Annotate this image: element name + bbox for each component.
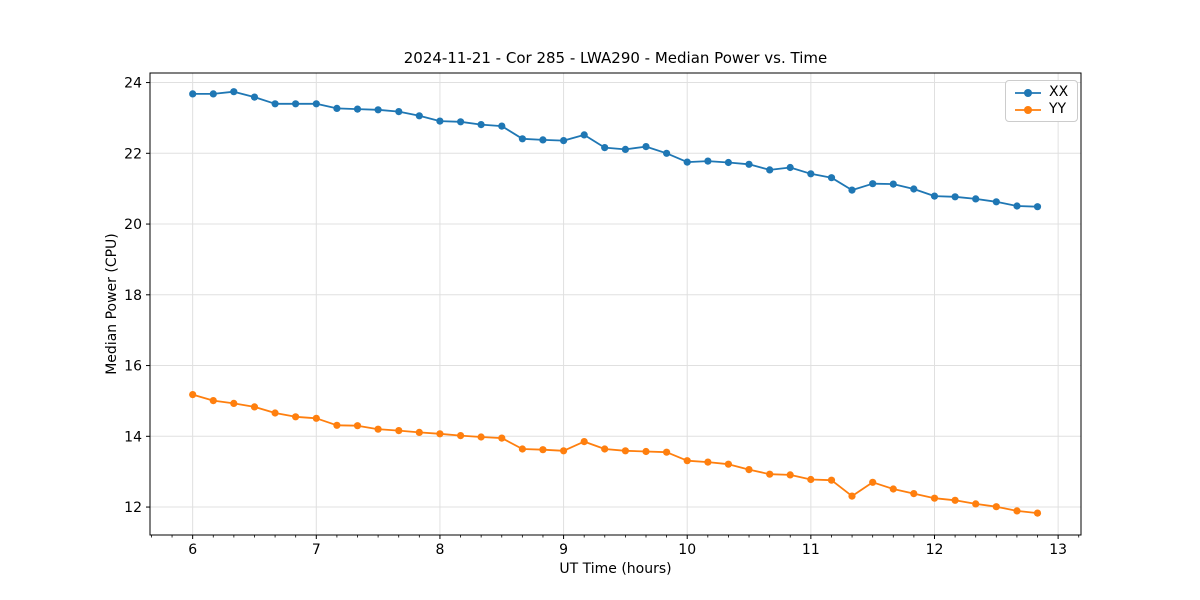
svg-text:12: 12 bbox=[124, 500, 142, 516]
x-axis-label: UT Time (hours) bbox=[559, 561, 672, 577]
svg-text:22: 22 bbox=[124, 146, 142, 162]
svg-text:16: 16 bbox=[124, 359, 142, 375]
svg-text:8: 8 bbox=[435, 542, 444, 558]
svg-text:14: 14 bbox=[124, 429, 142, 445]
svg-text:24: 24 bbox=[124, 76, 142, 92]
svg-text:18: 18 bbox=[124, 288, 142, 304]
svg-text:11: 11 bbox=[802, 542, 820, 558]
svg-text:13: 13 bbox=[1049, 542, 1067, 558]
legend-label-yy: YY bbox=[1049, 101, 1067, 117]
legend: XX YY bbox=[1005, 80, 1079, 122]
svg-text:20: 20 bbox=[124, 217, 142, 233]
chart-title: 2024-11-21 - Cor 285 - LWA290 - Median P… bbox=[403, 49, 828, 67]
svg-text:6: 6 bbox=[188, 542, 197, 558]
svg-text:9: 9 bbox=[559, 542, 568, 558]
legend-label-xx: XX bbox=[1049, 84, 1069, 100]
y-axis-label: Median Power (CPU) bbox=[104, 233, 120, 375]
svg-text:10: 10 bbox=[678, 542, 696, 558]
legend-swatch-yy-icon bbox=[1015, 105, 1041, 114]
legend-swatch-xx-icon bbox=[1015, 88, 1041, 97]
svg-text:12: 12 bbox=[926, 542, 944, 558]
svg-text:7: 7 bbox=[312, 542, 321, 558]
legend-item-xx: XX bbox=[1014, 84, 1068, 101]
legend-item-yy: YY bbox=[1014, 101, 1068, 118]
